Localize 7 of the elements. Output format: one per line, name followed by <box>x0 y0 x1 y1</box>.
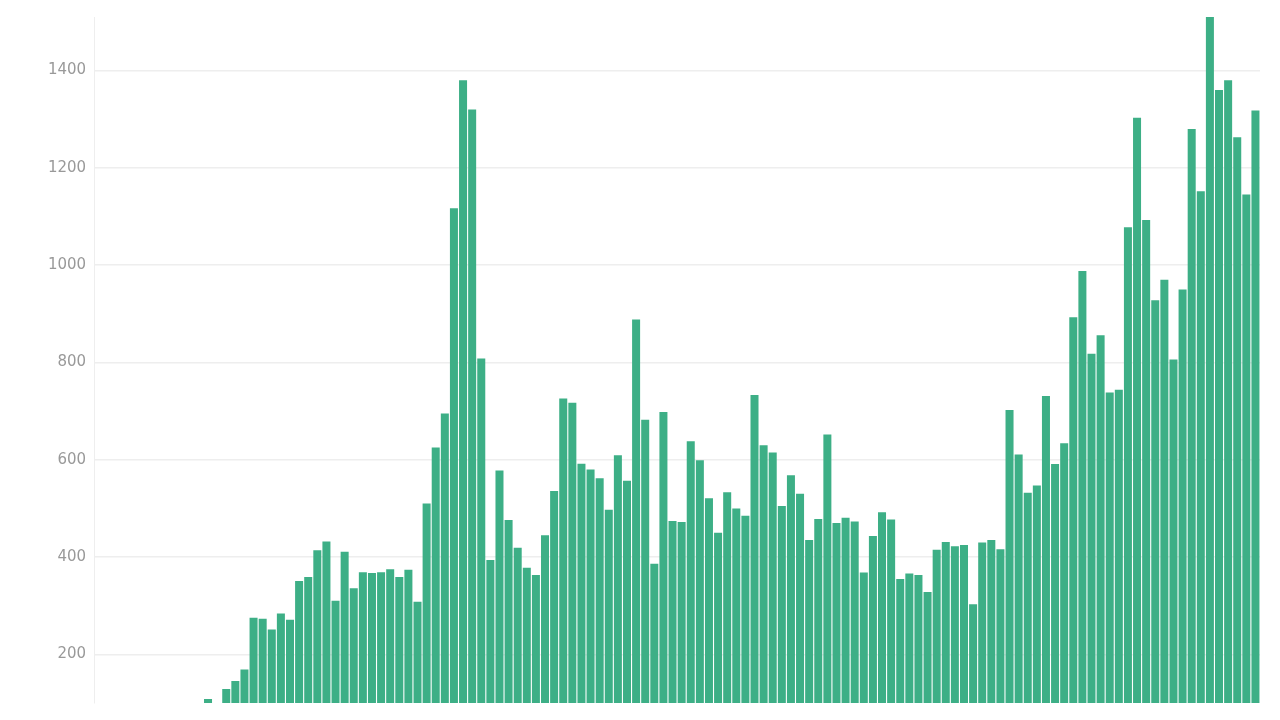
y-tick-label: 1000 <box>47 255 87 274</box>
y-tick-label: 200 <box>57 644 87 663</box>
y-tick-label: 400 <box>57 546 87 565</box>
y-tick-label: 1400 <box>47 60 87 79</box>
y-tick-label: 600 <box>57 449 87 468</box>
y-tick-label: 800 <box>57 352 87 371</box>
y-tick-label: 1200 <box>47 157 87 176</box>
